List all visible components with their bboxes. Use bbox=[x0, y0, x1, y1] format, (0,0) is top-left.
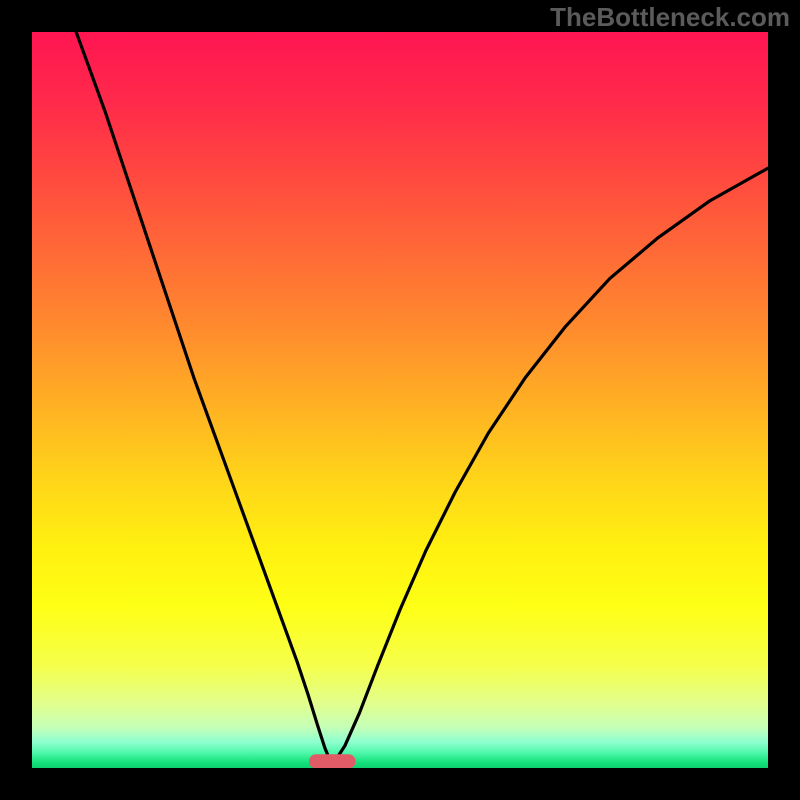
gradient-background bbox=[32, 32, 768, 768]
chart-frame: TheBottleneck.com bbox=[0, 0, 800, 800]
optimal-marker bbox=[309, 755, 355, 768]
watermark-text: TheBottleneck.com bbox=[550, 2, 790, 33]
chart-svg bbox=[32, 32, 768, 768]
plot-area bbox=[32, 32, 768, 768]
